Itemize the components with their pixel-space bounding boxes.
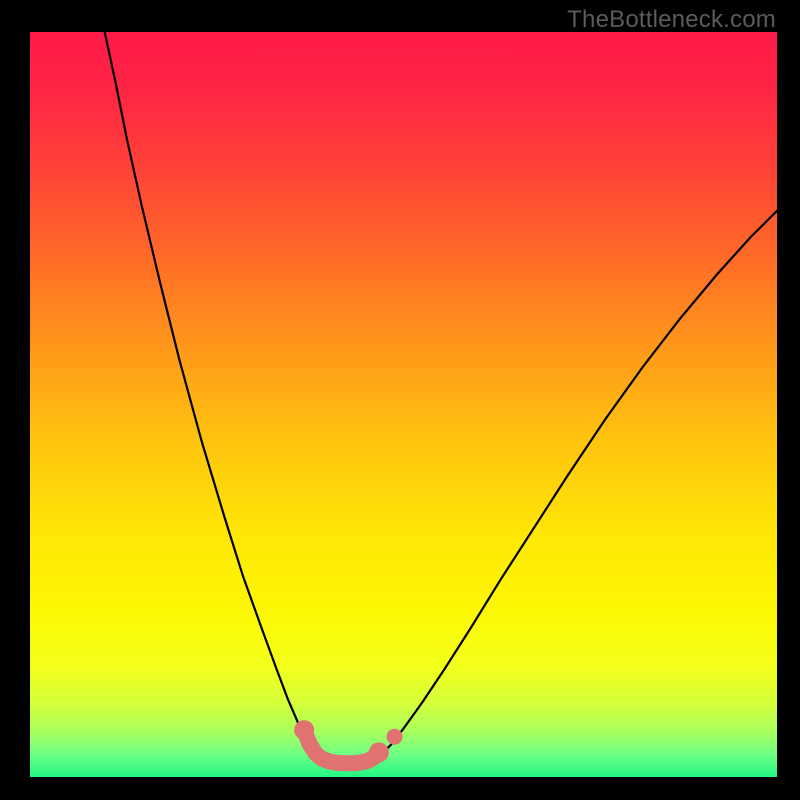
watermark-text: TheBottleneck.com <box>567 6 776 34</box>
bead-endcap-right <box>369 742 389 762</box>
curve-right <box>381 211 777 755</box>
chart-stage: TheBottleneck.com <box>0 0 800 800</box>
curve-left <box>105 32 319 755</box>
bead-endcap-left <box>294 720 314 740</box>
bead-track <box>304 730 379 763</box>
curve-layer <box>0 0 800 800</box>
bead-isolated <box>387 729 403 745</box>
